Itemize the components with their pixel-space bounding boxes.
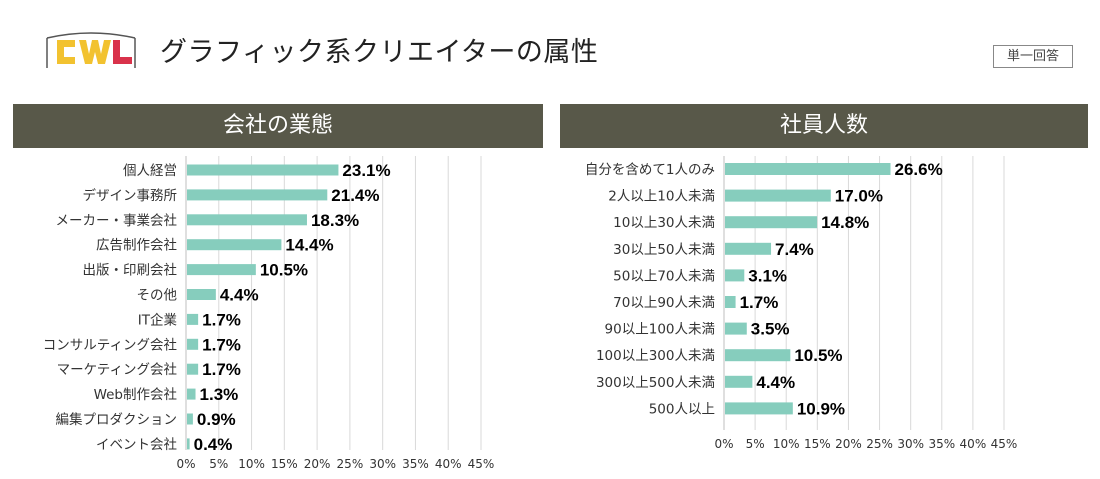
- bar: [187, 363, 199, 375]
- category-label: イベント会社: [96, 437, 177, 453]
- value-label: 1.7%: [740, 293, 779, 312]
- bar: [187, 413, 193, 425]
- category-label: 90以上100人未満: [605, 322, 715, 338]
- x-tick-label: 0%: [176, 457, 195, 471]
- value-label: 0.4%: [194, 435, 233, 454]
- bar: [187, 338, 199, 350]
- value-label: 1.7%: [202, 360, 241, 379]
- bar: [725, 269, 745, 282]
- value-label: 26.6%: [895, 160, 943, 179]
- x-tick-label: 30%: [369, 457, 396, 471]
- x-tick-label: 15%: [804, 437, 831, 451]
- value-label: 0.9%: [197, 410, 236, 429]
- bar: [187, 264, 256, 276]
- bar: [187, 239, 282, 251]
- value-label: 10.5%: [260, 261, 308, 280]
- value-label: 1.3%: [200, 385, 239, 404]
- value-label: 10.9%: [797, 399, 845, 418]
- x-tick-label: 15%: [271, 457, 298, 471]
- category-label: 2人以上10人未満: [608, 189, 715, 205]
- bar: [725, 375, 753, 388]
- bar: [725, 296, 736, 308]
- bar: [725, 189, 831, 202]
- category-label: その他: [137, 288, 178, 304]
- value-label: 1.7%: [202, 310, 241, 329]
- company-type-panel-header: 会社の業態: [13, 104, 543, 148]
- x-tick-label: 40%: [435, 457, 462, 471]
- bar: [187, 289, 216, 300]
- x-tick-label: 10%: [773, 437, 800, 451]
- bar: [187, 189, 328, 201]
- value-label: 10.5%: [794, 346, 842, 365]
- x-tick-label: 5%: [209, 457, 228, 471]
- employee-count-chart: 0% 5% 10% 15% 20% 25% 30% 35% 40% 45% 自分を含めて1人のみ 26…: [585, 156, 1018, 451]
- bar: [725, 349, 791, 362]
- x-tick-label: 20%: [304, 457, 331, 471]
- category-label: 70以上90人未満: [613, 295, 715, 311]
- bar: [725, 242, 772, 255]
- category-label: 自分を含めて1人のみ: [585, 162, 715, 178]
- bar: [725, 216, 818, 229]
- category-label: 出版・印刷会社: [83, 263, 178, 279]
- category-label: デザイン事務所: [83, 187, 178, 204]
- x-tick-label: 45%: [991, 437, 1018, 451]
- x-tick-label: 0%: [714, 437, 733, 451]
- x-tick-label: 35%: [928, 437, 955, 451]
- x-tick-label: 5%: [746, 437, 765, 451]
- category-label: IT企業: [138, 311, 178, 328]
- category-label: 編集プロダクション: [56, 412, 178, 428]
- bar: [187, 438, 190, 450]
- page-title: グラフィック系クリエイターの属性: [160, 37, 599, 68]
- employee-count-panel-header: 社員人数: [560, 104, 1088, 148]
- answer-type-badge: 単一回答: [993, 45, 1073, 68]
- category-label: 100以上300人未満: [596, 348, 715, 364]
- category-label: コンサルティング会社: [43, 337, 177, 353]
- category-label: 500人以上: [649, 401, 715, 417]
- page-header: グラフィック系クリエイターの属性 単一回答: [0, 0, 1100, 90]
- value-label: 3.1%: [748, 266, 787, 285]
- category-label: 10以上30人未満: [613, 215, 715, 231]
- cwl-logo: [46, 32, 136, 68]
- category-label: 個人経営: [123, 163, 177, 179]
- category-label: 50以上70人未満: [613, 268, 715, 284]
- value-label: 1.7%: [202, 335, 241, 354]
- value-label: 17.0%: [835, 187, 883, 206]
- value-label: 3.5%: [751, 320, 790, 339]
- bar: [725, 322, 747, 335]
- value-label: 14.4%: [285, 236, 333, 255]
- value-label: 7.4%: [775, 240, 814, 259]
- category-label: マーケティング会社: [57, 362, 177, 378]
- category-label: 30以上50人未満: [613, 242, 715, 258]
- value-label: 18.3%: [311, 211, 359, 230]
- x-tick-label: 40%: [960, 437, 987, 451]
- value-label: 14.8%: [821, 213, 869, 232]
- x-tick-label: 20%: [835, 437, 862, 451]
- category-label: 300以上500人未満: [596, 375, 715, 391]
- value-label: 23.1%: [342, 161, 390, 180]
- bar: [187, 214, 307, 226]
- value-label: 4.4%: [756, 373, 795, 392]
- value-label: 21.4%: [331, 186, 379, 205]
- x-tick-label: 25%: [337, 457, 364, 471]
- x-tick-label: 25%: [866, 437, 893, 451]
- bar: [187, 313, 199, 325]
- x-tick-label: 30%: [897, 437, 924, 451]
- x-tick-label: 35%: [402, 457, 429, 471]
- category-label: Web制作会社: [94, 387, 177, 403]
- bar: [725, 402, 793, 415]
- bar: [725, 163, 891, 175]
- value-label: 4.4%: [220, 286, 259, 305]
- x-tick-label: 45%: [468, 457, 495, 471]
- category-label: 広告制作会社: [96, 238, 177, 254]
- bar: [187, 388, 196, 400]
- bar: [187, 164, 339, 176]
- company-type-chart: 0% 5% 10% 15% 20% 25% 30% 35% 40% 45% 個人経営 23.1% デザイ…: [43, 156, 495, 471]
- x-tick-label: 10%: [238, 457, 265, 471]
- category-label: メーカー・事業会社: [56, 213, 178, 229]
